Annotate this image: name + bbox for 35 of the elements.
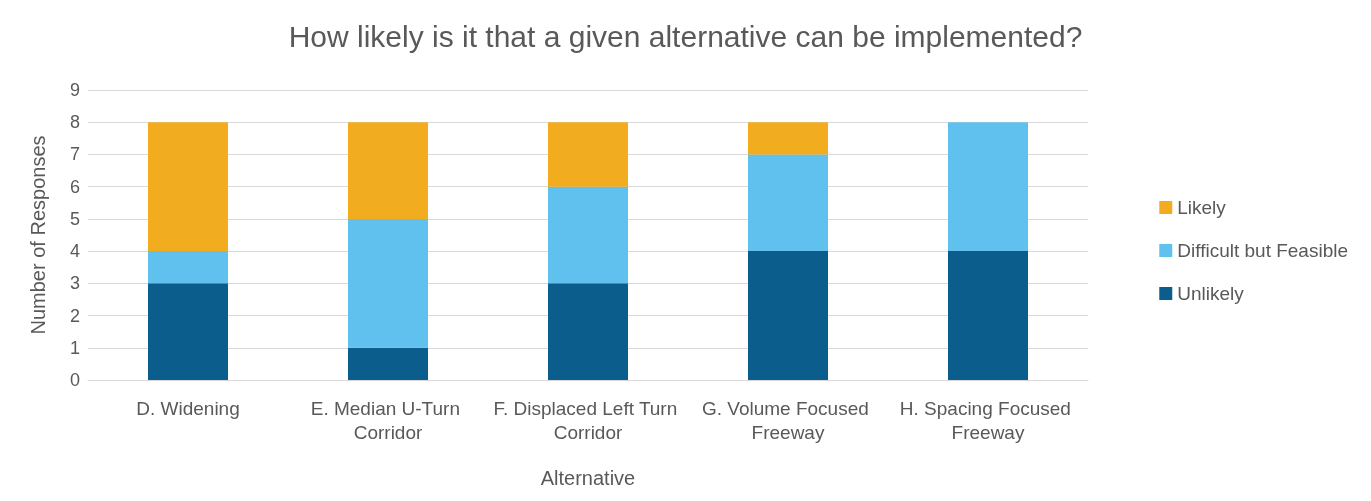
bar [348, 218, 428, 348]
bar [948, 122, 1028, 252]
bar [948, 251, 1028, 380]
y-tick-label: 3 [69, 273, 80, 294]
y-axis-title: Number of Responses [27, 135, 49, 335]
x-tick-label: H. Spacing Focused Freeway [899, 397, 1077, 443]
y-tick-label: 2 [69, 305, 80, 326]
x-tick-label: E. Median U-Turn Corridor [310, 397, 466, 443]
x-tick-label: G. Volume Focused Freeway [701, 397, 875, 443]
legend-label: Difficult but Feasible [1177, 240, 1348, 261]
y-tick-label: 0 [69, 370, 80, 390]
x-tick-label: F. Displaced Left Turn Corridor [493, 397, 683, 443]
bar [148, 283, 228, 380]
bar [748, 251, 828, 380]
bar [748, 154, 828, 252]
bar [148, 251, 228, 284]
y-tick-label: 6 [69, 176, 80, 197]
bar [748, 122, 828, 155]
bar [548, 283, 628, 380]
y-tick-label: 5 [69, 208, 80, 229]
x-tick-label: D. Widening [136, 397, 240, 419]
y-tick-label: 1 [69, 337, 80, 358]
legend-label: Unlikely [1177, 283, 1245, 304]
bar [548, 186, 628, 284]
y-tick-label: 4 [69, 241, 80, 262]
legend-label: Likely [1177, 197, 1227, 218]
bar [548, 122, 628, 187]
bar [148, 122, 228, 252]
y-tick-label: 8 [69, 112, 80, 133]
bar [348, 347, 428, 380]
y-tick-label: 9 [69, 80, 80, 100]
bar [348, 122, 428, 219]
y-tick-label: 7 [69, 144, 80, 165]
x-axis-title: Alternative [540, 467, 636, 489]
chart-title: How likely is it that a given alternative can be implemented? [288, 19, 1083, 53]
